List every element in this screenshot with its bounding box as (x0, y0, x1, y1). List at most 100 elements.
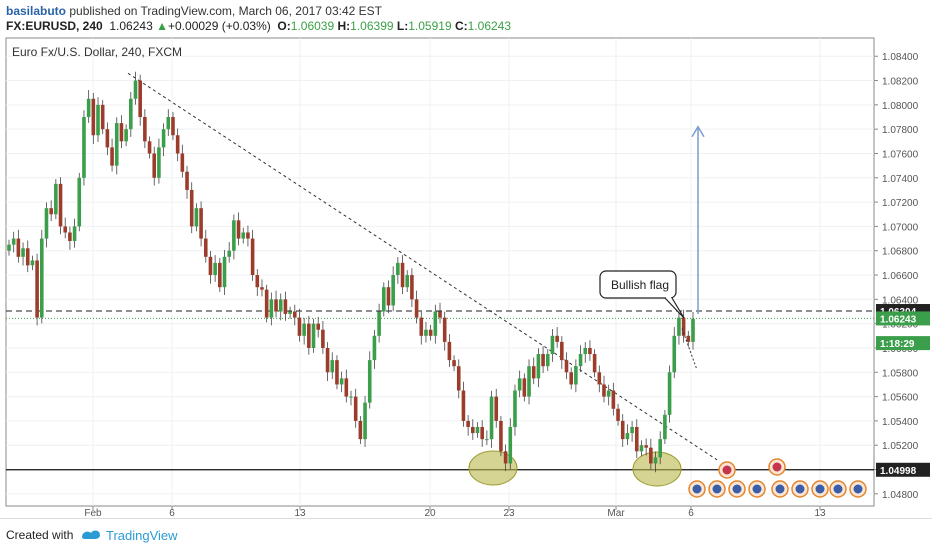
candle-body (344, 378, 349, 397)
candle-body (278, 299, 283, 312)
candle-body (119, 123, 124, 142)
open-label: O: (277, 19, 291, 33)
candle-body (367, 360, 372, 403)
candle-body (358, 420, 363, 440)
economic-event-icon[interactable] (728, 480, 746, 498)
tradingview-brand-link[interactable]: TradingView (106, 528, 178, 543)
economic-event-icon[interactable] (849, 480, 867, 498)
candle-body (578, 354, 583, 367)
candle-body (11, 238, 16, 245)
callout-text: Bullish flag (611, 278, 669, 292)
candle-body (175, 135, 180, 154)
candle-body (391, 275, 395, 306)
candle-body (602, 384, 606, 397)
y-tick-label: 1.07600 (882, 149, 919, 160)
economic-event-icon[interactable] (771, 480, 789, 498)
low-value: 1.05919 (408, 19, 452, 33)
candle-body (68, 232, 72, 242)
event-flag-dot (732, 484, 742, 494)
candle-body (185, 171, 189, 190)
candle-body (213, 262, 217, 276)
candle-body (592, 354, 597, 373)
price-tag[interactable] (876, 311, 930, 326)
economic-event-icon[interactable] (829, 480, 847, 498)
publish-info: basilabuto published on TradingView.com,… (6, 4, 382, 18)
callout-pointer (664, 297, 685, 319)
candle-body (86, 98, 91, 118)
y-tick-label: 1.07200 (882, 198, 919, 209)
y-tick-label: 1.08000 (882, 101, 919, 112)
tradingview-logo-icon (80, 527, 102, 546)
candle-body (363, 402, 367, 440)
candle-body (63, 226, 68, 233)
economic-event-icon[interactable] (688, 480, 706, 498)
candle-body (349, 396, 353, 398)
candle-body (658, 439, 663, 458)
time-axis[interactable]: Feb 6 13 20 23 Mar 6 13 (84, 506, 826, 518)
event-flag-dot (775, 484, 785, 494)
candle-body (377, 311, 381, 336)
economic-event-icon[interactable] (708, 480, 726, 498)
candle-body (316, 323, 321, 330)
symbol-info: FX:EURUSD, 240 1.06243 ▲+0.00029 (+0.03%… (6, 19, 511, 33)
candle-body (471, 426, 475, 434)
candle-body (283, 299, 288, 314)
event-flag-dot (853, 484, 863, 494)
price-chart[interactable]: 1.08400 1.08200 1.08000 1.07800 1.07600 1.074… (0, 0, 932, 518)
candle-body (311, 323, 316, 348)
candle-body (58, 183, 63, 227)
candle-body (232, 220, 236, 251)
economic-event-icon[interactable] (718, 461, 736, 479)
economic-event-icon[interactable] (811, 480, 829, 498)
candle-body (72, 226, 77, 242)
price-axis[interactable]: 1.08400 1.08200 1.08000 1.07800 1.07600 1.074… (874, 52, 930, 501)
candle-body (49, 208, 53, 215)
candle-body (100, 104, 105, 130)
economic-event-icon[interactable] (748, 480, 766, 498)
economic-event-icon[interactable] (791, 480, 809, 498)
candle-body (250, 238, 255, 276)
candle-body (147, 141, 152, 154)
candle-body (386, 287, 391, 306)
candle-body (517, 378, 522, 391)
price-tag[interactable] (876, 462, 930, 477)
economic-event-icon[interactable] (768, 458, 786, 476)
y-tick-label: 1.05400 (882, 417, 919, 428)
candle-body (194, 208, 199, 227)
author-link[interactable]: basilabuto (6, 4, 67, 18)
candle-body (339, 378, 344, 385)
candle-body (424, 329, 428, 336)
candle-body (606, 390, 611, 397)
candle-body (110, 147, 114, 166)
event-flag-dot (722, 465, 732, 475)
y-tick-label: 1.04800 (882, 490, 919, 501)
event-icons[interactable] (688, 458, 867, 498)
price-tag[interactable] (876, 336, 930, 351)
candle-body (288, 311, 292, 314)
candle-body (489, 396, 494, 440)
price-change: +0.00029 (+0.03%) (168, 19, 271, 33)
candle-body (82, 117, 86, 178)
candle-body (208, 256, 213, 276)
candle-body (494, 396, 499, 421)
candle-body (54, 183, 58, 215)
candle-body (583, 347, 588, 355)
candle-body (330, 360, 335, 373)
candle-body (522, 378, 527, 397)
candle-body (541, 354, 545, 367)
candle-body (480, 426, 484, 440)
candle-body (649, 447, 653, 464)
candle-body (307, 323, 311, 348)
event-flag-dot (712, 484, 722, 494)
candle-body (222, 256, 227, 288)
candle-body (335, 360, 339, 385)
candle-body (396, 262, 400, 276)
candle-body (30, 260, 35, 266)
candle-body (630, 426, 634, 434)
candle-body (452, 360, 456, 367)
target-arrowhead (691, 125, 705, 138)
candle-body (77, 177, 82, 227)
event-flag-dot (795, 484, 805, 494)
candle-body (447, 341, 452, 361)
y-tick-label: 1.07800 (882, 125, 919, 136)
